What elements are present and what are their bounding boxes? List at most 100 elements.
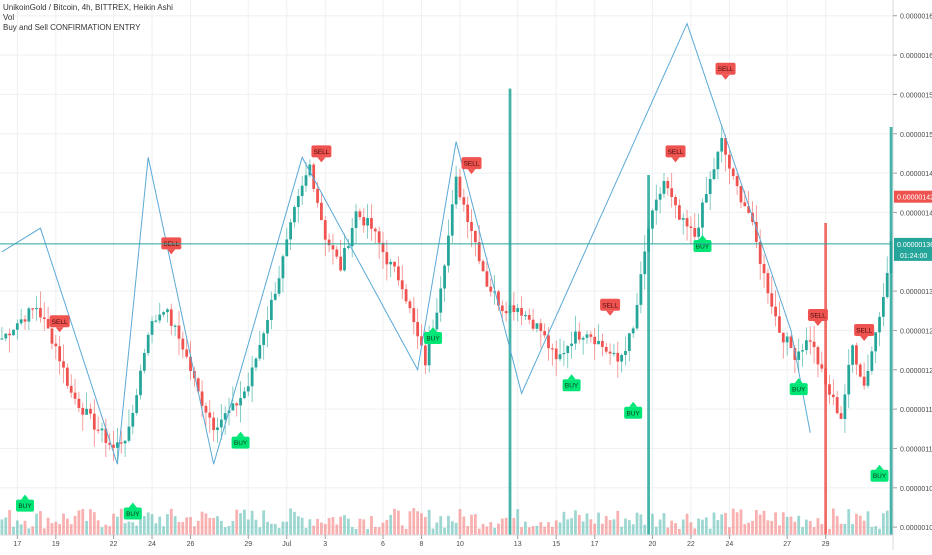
candle-body [373, 228, 377, 232]
candle-body [477, 242, 481, 262]
x-tick-label: 24 [148, 541, 156, 548]
candle-body [708, 179, 712, 195]
sell-signal-box [461, 157, 482, 170]
volume-bar [239, 513, 242, 535]
candle-body [489, 286, 493, 292]
buy-signal-pointer [128, 502, 137, 508]
x-tick-label: 22 [687, 541, 695, 548]
volume-bar [539, 522, 543, 535]
volume-bar [735, 512, 739, 535]
candle-body [119, 442, 123, 444]
volume-bar [235, 509, 239, 535]
candle-body [89, 408, 92, 414]
candle-body [320, 202, 323, 221]
candle-body [12, 329, 15, 336]
price-label-box-red [894, 190, 932, 203]
candle-body [685, 218, 689, 227]
candle-body [716, 151, 720, 170]
candle-body [770, 293, 774, 307]
candle-body [69, 385, 73, 393]
sell-signal-pointer [860, 335, 869, 341]
candle-body [516, 308, 520, 313]
volume-bar [639, 514, 643, 535]
candle-body [520, 308, 523, 316]
candle-body [92, 413, 96, 430]
candle-body [112, 444, 115, 448]
sell-signal-text: SELL [52, 319, 68, 326]
candle-body [447, 235, 450, 266]
volume-bar [558, 522, 562, 535]
sell-signal-pointer [813, 321, 822, 326]
volume-bar [335, 524, 339, 535]
time-axis[interactable]: 17 19 22 24 26 29 Jul 3 6 8 10 13 15 17 20 22 24 27 29 [0, 534, 893, 548]
candle-body [866, 370, 870, 386]
volume-bar [612, 519, 616, 535]
buy-signal-box [562, 379, 581, 392]
buy-signal: BUY [16, 494, 35, 512]
volume-bar [77, 510, 81, 535]
volume-bar [862, 520, 866, 535]
candle-body [754, 221, 758, 242]
buy-signal: BUY [231, 431, 250, 449]
volume-bar [15, 520, 19, 535]
volume-bar [762, 510, 766, 535]
candle-body [27, 308, 31, 322]
candle-body [666, 180, 670, 189]
volume-bar [754, 509, 758, 535]
grid-lines [0, 0, 893, 535]
volume-bar [797, 515, 801, 535]
volume-bar [4, 517, 8, 535]
volume-bar [423, 517, 427, 535]
candle-body [574, 331, 577, 344]
volume-bar [728, 527, 731, 535]
buy-signal-text: BUY [565, 383, 579, 390]
signal-indicator-label[interactable]: Buy and Sell CONFIRMATION ENTRY [3, 23, 141, 32]
volume-bar [608, 519, 612, 535]
candle-body [470, 221, 473, 231]
volume-bar [169, 508, 173, 535]
candle-body [497, 291, 500, 306]
buy-signal-pointer [21, 494, 30, 500]
x-tick-label: 20 [649, 541, 657, 548]
volume-bar [858, 515, 862, 535]
candle-body [423, 345, 427, 366]
sell-signal-pointer [671, 157, 680, 163]
volume-indicator-label[interactable]: Vol [3, 13, 15, 22]
sell-signal-box [715, 62, 736, 75]
volume-bar [454, 522, 458, 535]
x-tick-label: 29 [244, 541, 252, 548]
candle-body [173, 325, 177, 327]
candle-body [728, 154, 731, 169]
candle-body [108, 442, 112, 445]
buy-signal-text: BUY [696, 243, 710, 250]
candle-body [85, 408, 88, 415]
volume-bar [246, 519, 250, 535]
volume-bar [227, 526, 231, 535]
candle-body [774, 306, 777, 317]
x-tick-label: 19 [52, 541, 60, 548]
volume-bar [828, 528, 831, 535]
symbol-title[interactable]: UnikoinGold / Bitcoin, 4h, BITTREX, Heik… [3, 3, 173, 12]
volume-bar [312, 525, 316, 535]
volume-bar [343, 515, 346, 535]
candle-body [620, 355, 624, 362]
volume-bar [751, 520, 754, 535]
candle-body [635, 304, 639, 329]
sell-signal-text: SELL [602, 302, 618, 309]
candle-body [339, 256, 343, 271]
candle-body [216, 427, 219, 431]
volume-bar [835, 515, 839, 535]
volume-bar [512, 517, 516, 535]
volume-bar [724, 512, 727, 535]
volume-bar [285, 521, 289, 535]
volume-bar [254, 519, 258, 535]
volume-bar [131, 522, 135, 535]
candle-body [862, 376, 866, 386]
volume-bar [843, 523, 847, 535]
volume-bar [277, 527, 281, 535]
volume-bar [577, 514, 581, 535]
candle-body [289, 222, 292, 240]
